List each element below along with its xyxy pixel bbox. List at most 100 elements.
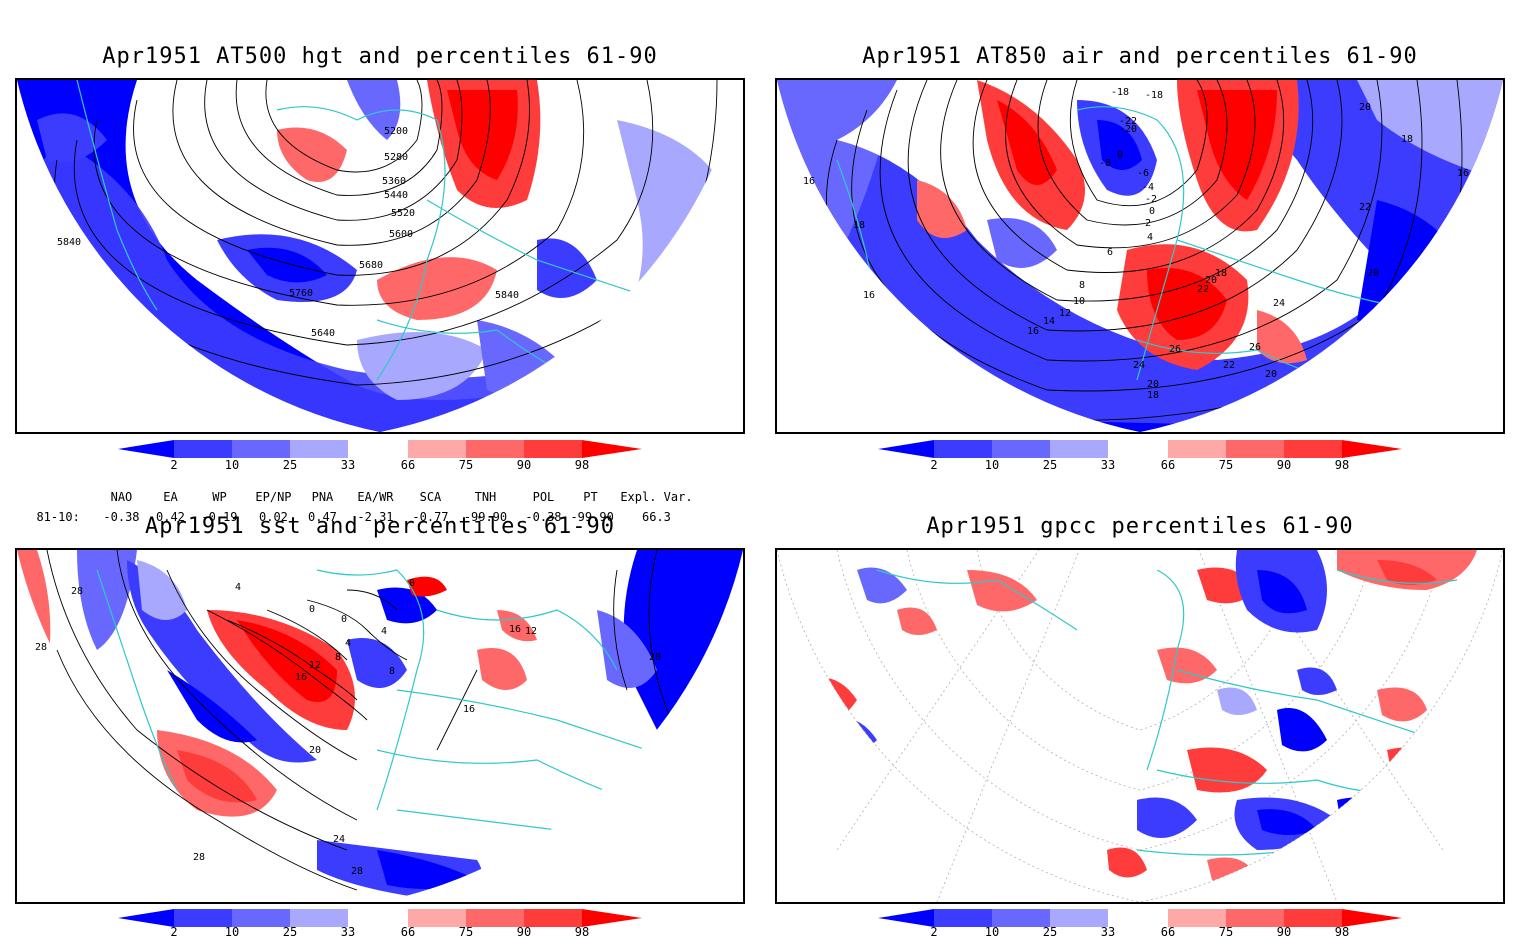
contour-labels-air850: -18 -18 -22 -20 -8 0 -6 -4 -2 0 2 4 6 8 … bbox=[803, 87, 1469, 401]
contour-label: 22 bbox=[1359, 202, 1371, 213]
contour-label: -2 bbox=[1145, 194, 1157, 205]
index-value: -0.19 bbox=[201, 510, 238, 524]
colorbar-label: 90 bbox=[1276, 458, 1292, 472]
panel-title-air850: Apr1951 AT850 air and percentiles 61-90 bbox=[862, 44, 1418, 69]
contour-label: 16 bbox=[295, 672, 307, 683]
contour-label: 0 bbox=[309, 604, 315, 615]
colorbar-label: 33 bbox=[1100, 925, 1116, 939]
contour-label: 5600 bbox=[389, 229, 413, 240]
index-header: POL bbox=[532, 490, 555, 504]
map-sst-svg: 28 28 4 0 0 0 4 4 8 8 12 16 20 24 28 28 … bbox=[17, 550, 743, 902]
contour-label: 26 bbox=[1169, 344, 1181, 355]
contour-labels-sst: 28 28 4 0 0 0 4 4 8 8 12 16 20 24 28 28 … bbox=[35, 578, 661, 877]
colorbar-label: 2 bbox=[170, 925, 178, 939]
colorbar-label: 25 bbox=[282, 458, 298, 472]
contour-label: 24 bbox=[333, 834, 345, 845]
colorbar-label: 75 bbox=[1218, 925, 1234, 939]
contour-label: 16 bbox=[1457, 168, 1469, 179]
contour-label: -22 bbox=[1119, 116, 1137, 127]
contour-label: 10 bbox=[1073, 296, 1085, 307]
index-header: PT bbox=[583, 490, 598, 504]
contour-label: 16 bbox=[463, 704, 475, 715]
colorbar-label: 98 bbox=[574, 458, 590, 472]
contour-label: 5440 bbox=[384, 190, 408, 201]
colorbar-panel-4: 2 10 25 33 66 75 90 98 bbox=[878, 909, 1408, 947]
contour-label: 28 bbox=[193, 852, 205, 863]
colorbar-label: 33 bbox=[340, 458, 356, 472]
contour-label: -8 bbox=[1099, 158, 1111, 169]
map-hgt500-svg: 5200 5280 5360 5440 5520 5600 5680 5760 … bbox=[17, 80, 743, 432]
colorbar-label: 2 bbox=[170, 458, 178, 472]
colorbar-label: 75 bbox=[1218, 458, 1234, 472]
colorbar-label: 10 bbox=[224, 925, 240, 939]
contour-label: 6 bbox=[1107, 247, 1113, 258]
contour-label: 16 bbox=[509, 624, 521, 635]
contour-label: 18 bbox=[853, 220, 865, 231]
contour-label: 20 bbox=[1265, 369, 1277, 380]
index-value: 0.42 bbox=[156, 510, 185, 524]
index-value: -0.38 bbox=[525, 510, 562, 524]
contour-label: 20 bbox=[1147, 379, 1159, 390]
contour-label: 12 bbox=[525, 626, 537, 637]
colorbar-label: 2 bbox=[930, 458, 938, 472]
index-value: -0.77 bbox=[412, 510, 449, 524]
contour-label: -18 bbox=[1111, 87, 1129, 98]
contour-label: -18 bbox=[1145, 90, 1163, 101]
contour-label: 5200 bbox=[384, 126, 408, 137]
contour-label: 0 bbox=[1117, 150, 1123, 161]
contour-label: 22 bbox=[1197, 284, 1209, 295]
indices-value-row: 81-10: -0.38 0.42 -0.19 0.02 0.47 -2.31 -0.77 -9… bbox=[22, 496, 702, 524]
contour-label: 24 bbox=[1273, 298, 1285, 309]
contour-label: 18 bbox=[1401, 134, 1413, 145]
colorbar-label: 66 bbox=[400, 458, 416, 472]
contour-label: 4 bbox=[381, 626, 387, 637]
index-value: 0.02 bbox=[259, 510, 288, 524]
index-value: 66.3 bbox=[642, 510, 671, 524]
colorbar-label: 10 bbox=[224, 458, 240, 472]
colorbar-label: 66 bbox=[400, 925, 416, 939]
contour-label: 4 bbox=[1147, 232, 1153, 243]
colorbar-label: 90 bbox=[516, 925, 532, 939]
contour-label: 28 bbox=[649, 652, 661, 663]
contour-label: -20 bbox=[1119, 124, 1137, 135]
colorbar-panel-1: 2 10 25 33 66 75 90 98 bbox=[118, 440, 648, 478]
contour-label: 5680 bbox=[359, 260, 383, 271]
colorbar-label: 90 bbox=[1276, 925, 1292, 939]
contour-label: 5520 bbox=[391, 208, 415, 219]
contour-label: 16 bbox=[803, 176, 815, 187]
colorbar-label: 75 bbox=[458, 925, 474, 939]
colorbar-label: 33 bbox=[1100, 458, 1116, 472]
index-header: WP bbox=[212, 490, 227, 504]
index-value: -0.38 bbox=[103, 510, 140, 524]
index-header: Expl. Var. bbox=[620, 490, 693, 504]
contour-label: 20 bbox=[1205, 275, 1217, 286]
index-row-label: 81-10: bbox=[36, 510, 80, 524]
colorbar-label: 10 bbox=[984, 925, 1000, 939]
map-air850-svg: -18 -18 -22 -20 -8 0 -6 -4 -2 0 2 4 6 8 … bbox=[777, 80, 1503, 432]
contour-label: 0 bbox=[409, 578, 415, 589]
contour-label: 5640 bbox=[311, 328, 335, 339]
contour-label: -4 bbox=[1142, 182, 1154, 193]
contour-label: 28 bbox=[351, 866, 363, 877]
colorbar-label: 98 bbox=[574, 925, 590, 939]
contour-label: 4 bbox=[235, 582, 241, 593]
map-panel-sst: 28 28 4 0 0 0 4 4 8 8 12 16 20 24 28 28 … bbox=[15, 548, 745, 904]
panel-title-hgt500: Apr1951 AT500 hgt and percentiles 61-90 bbox=[102, 44, 658, 69]
contour-label: 12 bbox=[1059, 308, 1071, 319]
contour-label: 16 bbox=[863, 290, 875, 301]
colorbar-panel-2: 2 10 25 33 66 75 90 98 bbox=[878, 440, 1408, 478]
contour-label: 8 bbox=[1079, 280, 1085, 291]
colorbar-label: 98 bbox=[1334, 925, 1350, 939]
contour-label: 20 bbox=[1367, 268, 1379, 279]
contour-label: 28 bbox=[35, 642, 47, 653]
panel-title-sst: Apr1951 sst and percentiles 61-90 bbox=[144, 514, 616, 539]
index-header: SCA bbox=[419, 490, 442, 504]
colorbar-label: 98 bbox=[1334, 458, 1350, 472]
contour-label: 0 bbox=[341, 614, 347, 625]
contour-label: -6 bbox=[1137, 168, 1149, 179]
index-header: EA bbox=[163, 490, 178, 504]
contour-label: 20 bbox=[309, 745, 321, 756]
colorbar-label: 66 bbox=[1160, 458, 1176, 472]
colorbar-label: 90 bbox=[516, 458, 532, 472]
colorbar-label: 75 bbox=[458, 458, 474, 472]
